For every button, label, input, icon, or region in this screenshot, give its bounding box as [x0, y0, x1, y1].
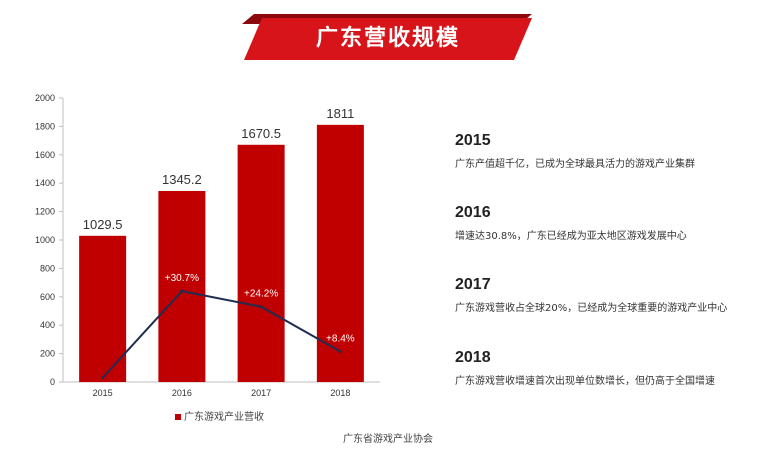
growth-point: [338, 349, 342, 353]
y-tick-label: 1600: [35, 150, 55, 160]
timeline-desc-2018: 广东游戏营收增速首次出现单位数增长，但仍高于全国增速: [455, 376, 715, 387]
revenue-bar: [158, 190, 206, 382]
y-tick-label: 600: [40, 292, 55, 302]
revenue-chart: 0 200 400 600 800 1000 1200 1400 1600 1800 2000 102…: [35, 93, 380, 398]
growth-point: [180, 289, 184, 293]
bar-value-label: 1029.5: [83, 217, 123, 232]
timeline-desc-2016: 增速达30.8%，广东已经成为亚太地区游戏发展中心: [455, 231, 687, 242]
timeline-year-2015: 2015: [455, 132, 491, 149]
revenue-bar: [237, 144, 285, 382]
timeline-desc-2017: 广东游戏营收占全球20%，已经成为全球重要的游戏产业中心: [455, 303, 728, 314]
growth-line: [101, 290, 341, 379]
source-note: 广东省游戏产业协会: [343, 434, 433, 445]
y-tick-label: 1200: [35, 207, 55, 217]
y-tick-label: 400: [40, 320, 55, 330]
growth-label: +30.7%: [165, 273, 199, 284]
y-tick-label: 1000: [35, 235, 55, 245]
x-tick-label: 2016: [172, 388, 192, 398]
title-banner: [242, 14, 532, 60]
y-tick-label: 800: [40, 263, 55, 273]
growth-point: [259, 305, 263, 309]
timeline-year-2016: 2016: [455, 204, 491, 221]
bar-value-label: 1811: [326, 106, 354, 121]
bar-value-label: 1670.5: [241, 126, 281, 141]
y-tick-label: 1400: [35, 178, 55, 188]
timeline-desc-2015: 广东产值超千亿，已成为全球最具活力的游戏产业集群: [455, 159, 695, 170]
x-tick-label: 2015: [93, 388, 113, 398]
revenue-bar: [79, 235, 127, 382]
y-tick-label: 2000: [35, 93, 55, 103]
chart-legend: 广东游戏产业营收: [175, 408, 264, 423]
y-tick-label: 1800: [35, 121, 55, 131]
timeline-year-2018: 2018: [455, 349, 491, 366]
growth-label: +8.4%: [326, 333, 355, 344]
banner-ribbon: [244, 18, 532, 60]
legend-label: 广东游戏产业营收: [184, 412, 264, 423]
bar-value-label: 1345.2: [162, 172, 202, 187]
y-tick-label: 0: [50, 377, 55, 387]
x-tick-label: 2017: [251, 388, 271, 398]
legend-swatch: [175, 414, 181, 420]
timeline-year-2017: 2017: [455, 276, 491, 293]
page-title: 广东营收规模: [315, 26, 460, 51]
growth-label: +24.2%: [244, 289, 278, 300]
revenue-bar: [316, 124, 364, 382]
y-tick-label: 200: [40, 349, 55, 359]
growth-point: [101, 376, 105, 380]
x-tick-label: 2018: [330, 388, 350, 398]
